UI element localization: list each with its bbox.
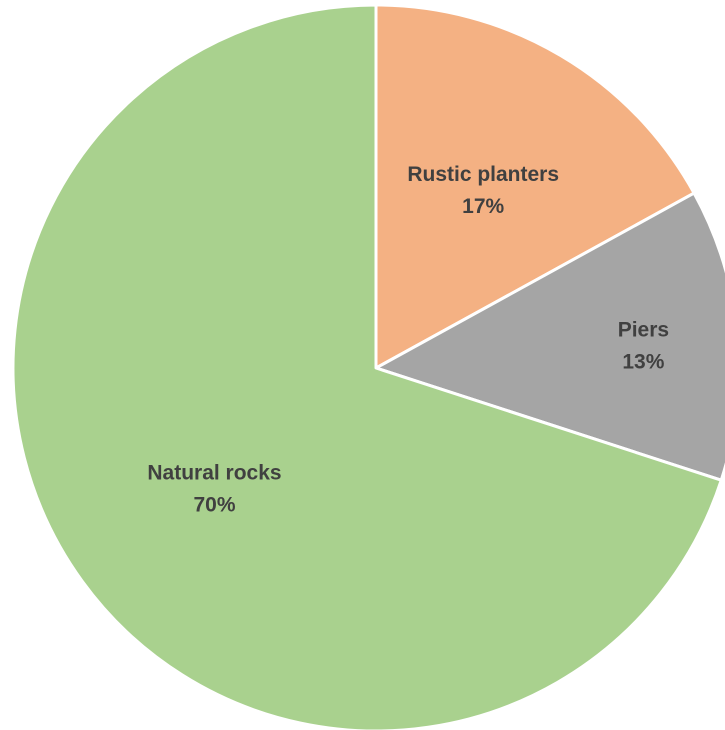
slice-percentage-label: 17%: [462, 195, 504, 218]
pie-slice-natural-rocks: [11, 3, 723, 730]
slice-category-label: Piers: [618, 319, 669, 342]
pie-slices: [11, 3, 725, 730]
slice-percentage-label: 70%: [193, 493, 235, 516]
data-label-piers: Piers 13%: [618, 319, 669, 374]
slice-percentage-label: 13%: [622, 351, 664, 374]
pie-labels: Rustic planters 17% Piers 13% Natural rocks 7…: [147, 163, 669, 517]
slice-category-label: Natural rocks: [147, 461, 281, 484]
data-label-natural-rocks: Natural rocks 70%: [147, 461, 281, 516]
slice-category-label: Rustic planters: [407, 163, 559, 186]
data-label-rustic-planters: Rustic planters 17%: [407, 163, 559, 218]
pie-slice-rustic-planters: [374, 3, 696, 370]
pie-slice-piers: [374, 191, 725, 482]
